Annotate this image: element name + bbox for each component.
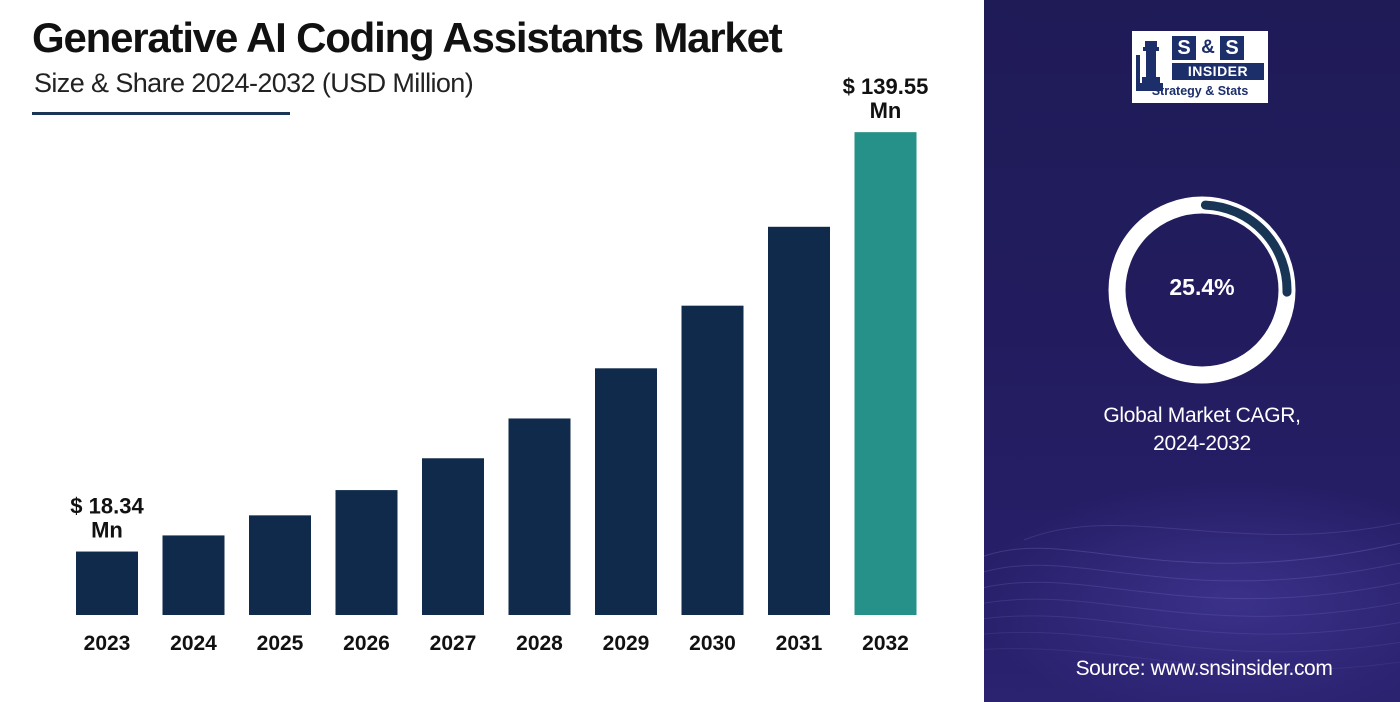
bar-2025 bbox=[249, 515, 311, 615]
x-tick-label-2025: 2025 bbox=[257, 632, 304, 655]
x-tick-label-2029: 2029 bbox=[603, 632, 650, 655]
data-label-2023-line2: Mn bbox=[91, 518, 123, 543]
x-tick-label-2024: 2024 bbox=[170, 632, 217, 655]
x-tick-label-2031: 2031 bbox=[776, 632, 823, 655]
bar-2032 bbox=[854, 132, 917, 616]
donut-cagr-arc bbox=[1200, 200, 1292, 297]
bar-2030 bbox=[681, 305, 744, 615]
logo-s-right: S bbox=[1220, 36, 1244, 60]
logo-s-left: S bbox=[1172, 36, 1196, 60]
summary-panel: S & S INSIDER Strategy & Stats 25.4% Glo… bbox=[984, 0, 1400, 702]
data-label-2032-line1: $ 139.55 bbox=[843, 74, 929, 99]
cagr-label: Global Market CAGR, 2024-2032 bbox=[1042, 402, 1362, 458]
x-tick-label-2032: 2032 bbox=[862, 632, 909, 655]
data-label-2023-line1: $ 18.34 bbox=[70, 494, 144, 519]
logo-ampersand: & bbox=[1201, 37, 1215, 58]
logo-ss: S & S bbox=[1172, 36, 1244, 60]
x-tick-label-2026: 2026 bbox=[343, 632, 390, 655]
cagr-label-line1: Global Market CAGR, bbox=[1103, 404, 1301, 427]
chart-panel: Generative AI Coding Assistants Market S… bbox=[32, 14, 929, 655]
bar-2026 bbox=[335, 490, 398, 615]
bar-2031 bbox=[768, 226, 830, 615]
bar-2024 bbox=[162, 535, 225, 615]
cagr-label-line2: 2024-2032 bbox=[1153, 432, 1251, 455]
page-subtitle: Size & Share 2024-2032 (USD Million) bbox=[34, 68, 474, 98]
bar-2023 bbox=[76, 551, 138, 615]
logo-tagline: Strategy & Stats bbox=[1151, 84, 1249, 98]
bar-2029 bbox=[595, 368, 657, 615]
x-tick-label-2030: 2030 bbox=[689, 632, 736, 655]
x-tick-label-2028: 2028 bbox=[516, 632, 563, 655]
bar-chart: 2023 2024 2025 2026 2027 2028 2029 2030 2031 2032… bbox=[70, 74, 929, 655]
cagr-value: 25.4% bbox=[1169, 274, 1235, 300]
cagr-donut bbox=[1108, 196, 1296, 384]
source-text: Source: www.snsinsider.com bbox=[1075, 657, 1333, 680]
data-label-2032-line2: Mn bbox=[870, 98, 902, 123]
page-title: Generative AI Coding Assistants Market bbox=[32, 14, 783, 61]
bar-2027 bbox=[422, 458, 484, 615]
bar-2028 bbox=[508, 418, 571, 615]
logo-insider: INSIDER bbox=[1172, 63, 1264, 80]
x-tick-label-2027: 2027 bbox=[430, 632, 477, 655]
chess-rook-icon bbox=[1136, 41, 1163, 91]
sns-insider-logo: S & S INSIDER Strategy & Stats bbox=[1132, 31, 1268, 103]
x-tick-label-2023: 2023 bbox=[84, 632, 131, 655]
title-underline bbox=[32, 112, 290, 115]
wave-background bbox=[984, 480, 1400, 702]
